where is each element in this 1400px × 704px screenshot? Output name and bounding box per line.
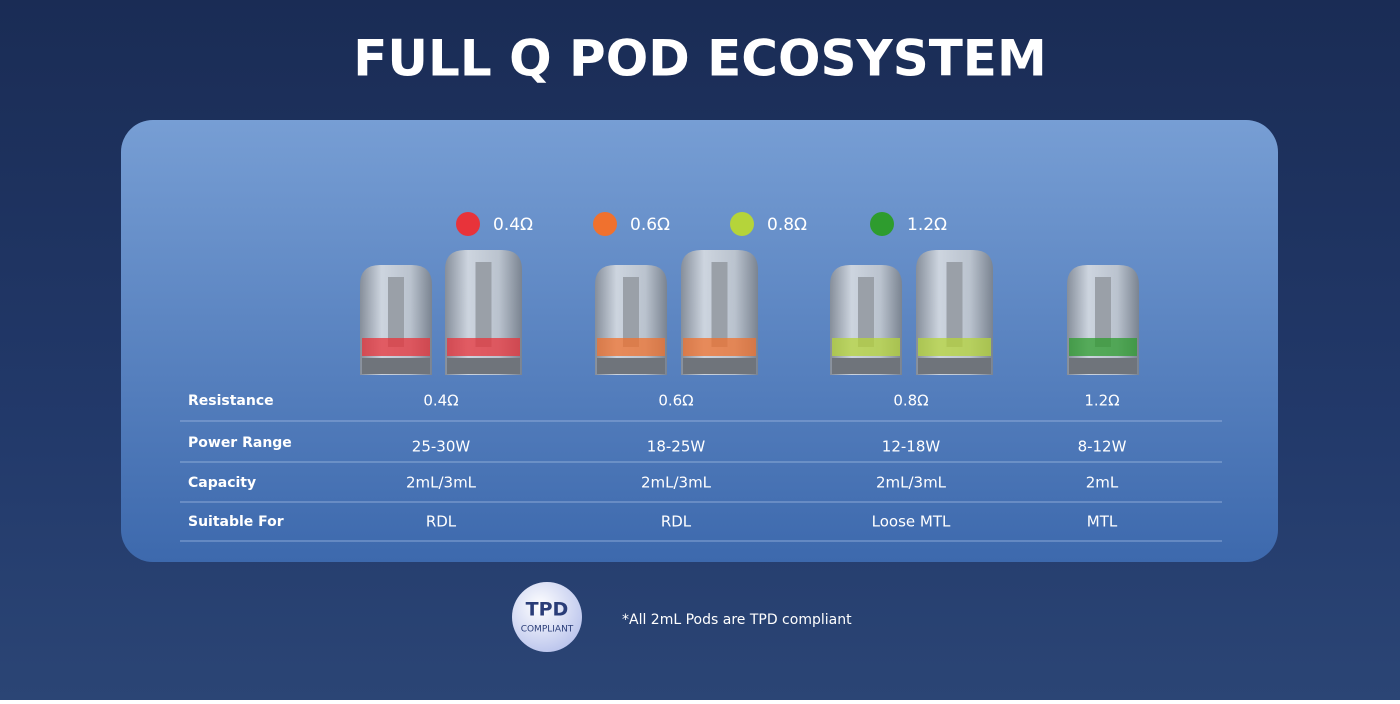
pod-band: [362, 338, 430, 356]
pod-base: [683, 358, 756, 374]
cell: RDL: [661, 513, 692, 531]
cell: Loose MTL: [872, 513, 951, 531]
cell: 0.4Ω: [423, 392, 458, 410]
pod-band: [918, 338, 991, 356]
legend-dot: [456, 212, 480, 236]
pod: [830, 265, 902, 375]
cell: 2mL/3mL: [641, 474, 712, 492]
row-label: Capacity: [188, 475, 256, 491]
row-label: Power Range: [188, 435, 292, 451]
pod: [681, 250, 758, 375]
pod-base: [447, 358, 520, 374]
pod-base: [918, 358, 991, 374]
cell: 12-18W: [882, 438, 941, 456]
pod: [360, 265, 432, 375]
legend-dot: [870, 212, 894, 236]
legend-dot: [593, 212, 617, 236]
pod-band: [1069, 338, 1137, 356]
cell: 18-25W: [647, 438, 706, 456]
pod-chimney: [623, 277, 639, 347]
pod-band: [597, 338, 665, 356]
badge-subtitle: COMPLIANT: [521, 625, 574, 635]
badge-title: TPD: [526, 599, 569, 621]
pod-base: [832, 358, 900, 374]
tpd-badge: [512, 582, 582, 652]
pod-chimney: [475, 262, 492, 347]
pod-base: [597, 358, 665, 374]
pod: [1067, 265, 1139, 375]
pods: [360, 250, 1139, 375]
cell: 0.6Ω: [658, 392, 693, 410]
cell: RDL: [426, 513, 457, 531]
cell: 8-12W: [1078, 438, 1127, 456]
pod-chimney: [711, 262, 728, 347]
cell: 1.2Ω: [1084, 392, 1119, 410]
pod-base: [362, 358, 430, 374]
pod: [916, 250, 993, 375]
footnote: *All 2mL Pods are TPD compliant: [622, 612, 852, 628]
legend-label: 0.4Ω: [493, 215, 533, 235]
legend-label: 1.2Ω: [907, 215, 947, 235]
row-label: Suitable For: [188, 514, 284, 530]
cell: 25-30W: [412, 438, 471, 456]
legend-dot: [730, 212, 754, 236]
pod-base: [1069, 358, 1137, 374]
cell: 0.8Ω: [893, 392, 928, 410]
pod: [445, 250, 522, 375]
cell: 2mL: [1086, 474, 1119, 492]
pod-band: [832, 338, 900, 356]
cell: MTL: [1087, 513, 1118, 531]
pod-chimney: [388, 277, 404, 347]
spec-table: Resistance 0.4Ω 0.6Ω 0.8Ω 1.2Ω Power Range 25-…: [180, 392, 1222, 542]
title: FULL Q POD ECOSYSTEM: [353, 30, 1046, 88]
pod-band: [447, 338, 520, 356]
pod: [595, 265, 667, 375]
pod-chimney: [946, 262, 963, 347]
legend-label: 0.6Ω: [630, 215, 670, 235]
legend: 0.4Ω 0.6Ω 0.8Ω 1.2Ω: [456, 212, 947, 236]
pod-band: [683, 338, 756, 356]
pod-chimney: [1095, 277, 1111, 347]
legend-label: 0.8Ω: [767, 215, 807, 235]
cell: 2mL/3mL: [406, 474, 477, 492]
cell: 2mL/3mL: [876, 474, 947, 492]
pod-chimney: [858, 277, 874, 347]
row-label: Resistance: [188, 393, 274, 409]
